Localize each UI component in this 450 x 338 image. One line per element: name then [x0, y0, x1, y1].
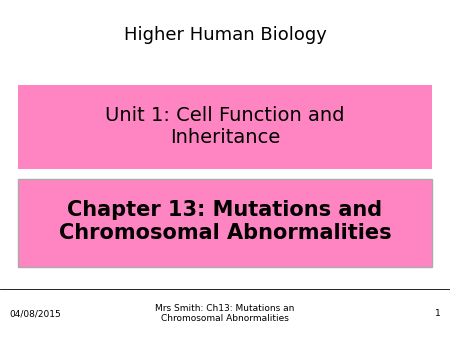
Text: Higher Human Biology: Higher Human Biology	[124, 26, 326, 45]
FancyBboxPatch shape	[18, 179, 432, 267]
Text: 1: 1	[435, 309, 441, 318]
Text: Unit 1: Cell Function and
Inheritance: Unit 1: Cell Function and Inheritance	[105, 106, 345, 147]
FancyBboxPatch shape	[18, 84, 432, 169]
Text: 04/08/2015: 04/08/2015	[9, 309, 61, 318]
Text: Chapter 13: Mutations and
Chromosomal Abnormalities: Chapter 13: Mutations and Chromosomal Ab…	[58, 200, 392, 243]
Text: Mrs Smith: Ch13: Mutations an
Chromosomal Abnormalities: Mrs Smith: Ch13: Mutations an Chromosoma…	[155, 304, 295, 323]
